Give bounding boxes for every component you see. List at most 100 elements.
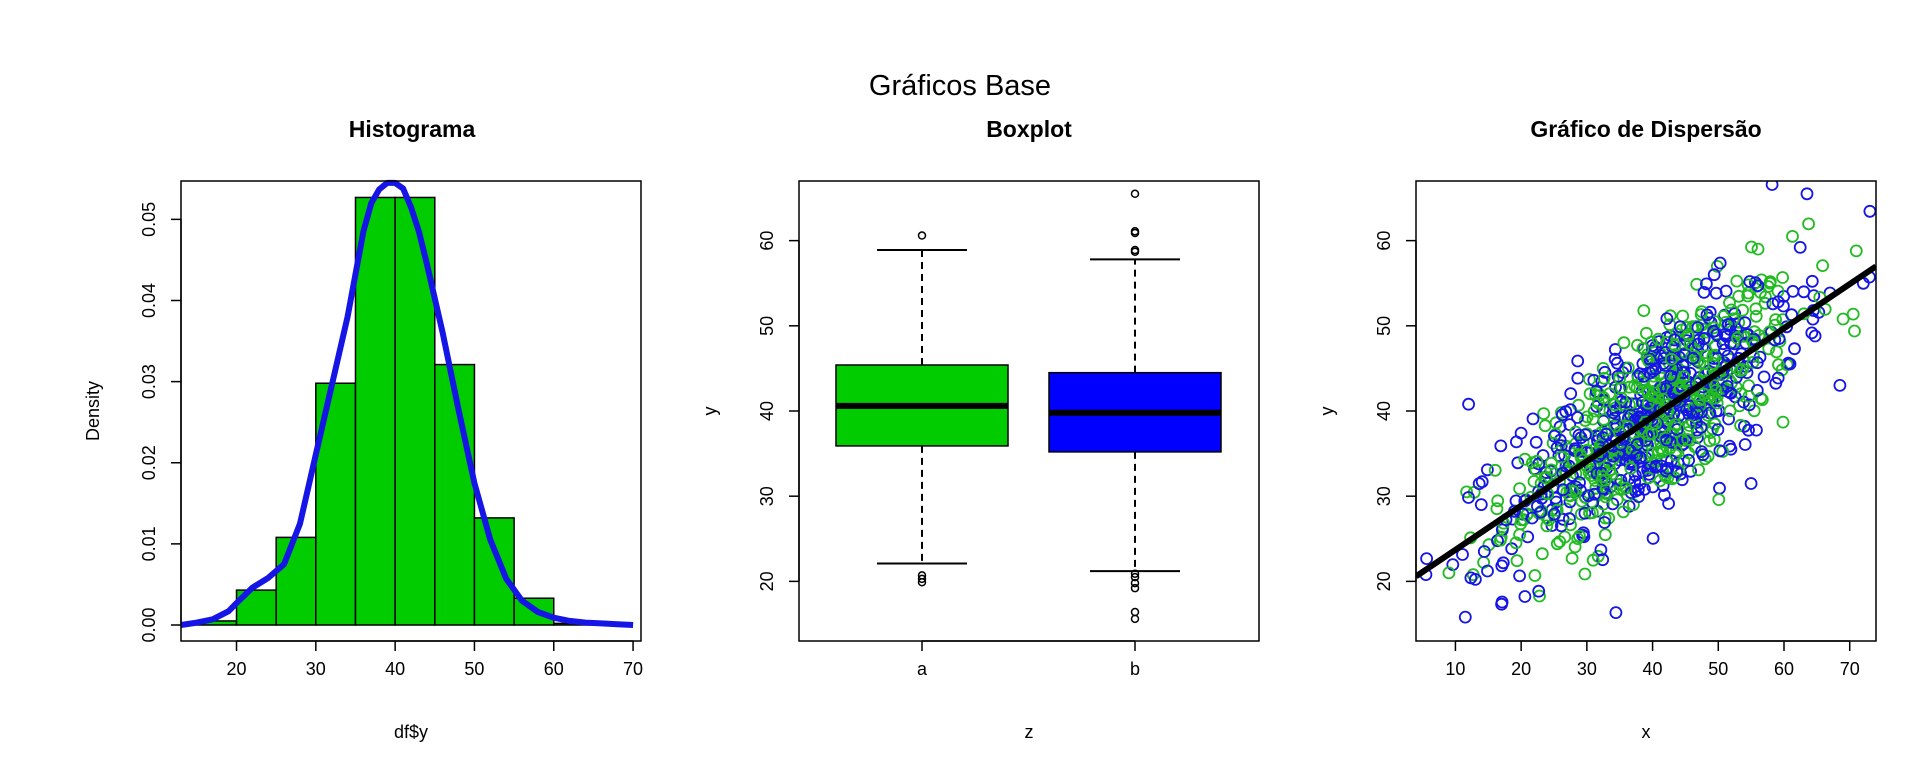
scatter-point-970 — [1564, 387, 1578, 401]
scatter-point-922 — [1721, 349, 1735, 363]
scatter-point-905 — [1556, 483, 1570, 497]
scatter-point-449 — [1481, 463, 1494, 477]
scatter-point-417 — [1532, 584, 1546, 598]
scatter-point-918 — [1707, 356, 1720, 370]
scatter-point-526 — [1462, 397, 1475, 411]
scatter-point-118 — [1510, 554, 1524, 568]
scatter-point-846 — [1642, 467, 1656, 481]
scatter-point-279 — [1713, 481, 1726, 495]
scatter-point-986 — [1709, 383, 1723, 397]
scatter-point-825 — [1690, 416, 1703, 429]
scatter-point-447 — [1709, 286, 1723, 300]
scatter-point-975 — [1649, 362, 1663, 376]
scatter-point-473 — [1458, 610, 1472, 624]
scatter-point-646 — [1749, 302, 1763, 316]
scatter-point-893 — [1565, 552, 1579, 565]
scatter-point-874 — [1805, 274, 1819, 288]
scatter-x-tick-label-5: 60 — [1774, 659, 1794, 679]
scatter-point-819 — [1816, 259, 1829, 273]
density-curve — [180, 179, 634, 628]
scatter-x-tick-label-0: 10 — [1445, 659, 1465, 679]
scatter-point-100 — [1528, 569, 1542, 582]
scatter-point-923 — [1713, 444, 1727, 458]
scatter-point-933 — [1571, 411, 1584, 424]
scatter-point-904 — [1776, 415, 1790, 429]
scatter-point-932 — [1772, 358, 1785, 372]
scatter-point-773 — [1469, 573, 1482, 586]
scatter-point-426 — [1657, 351, 1671, 365]
scatter-point-714 — [1553, 535, 1567, 548]
scatter-point-778 — [1586, 506, 1599, 520]
scatter-point-364 — [1549, 416, 1563, 430]
box-b-outlier-7 — [1130, 578, 1140, 588]
scatter-point-398 — [1529, 435, 1543, 449]
regression-line — [1416, 263, 1876, 579]
scatter-point-789 — [1849, 244, 1863, 258]
scatter-point-256 — [1571, 371, 1585, 385]
scatter-point-612 — [1732, 289, 1746, 303]
scatter-point-155 — [1598, 528, 1612, 542]
scatter-point-999 — [1580, 443, 1594, 457]
scatter-point-588 — [1621, 361, 1635, 375]
scatter-point-981 — [1646, 364, 1660, 378]
scatter-title: Gráfico de Dispersão — [1530, 116, 1761, 142]
scatter-point-1002 — [1686, 351, 1700, 365]
scatter-point-111 — [1738, 438, 1752, 451]
scatter-point-581 — [1573, 529, 1586, 543]
boxplot-y-tick-label-4: 60 — [757, 231, 777, 251]
scatter-point-833 — [1490, 502, 1504, 516]
scatter-point-979 — [1494, 533, 1507, 547]
scatter-point-187 — [1568, 540, 1582, 554]
scatter-y-tick-label-1: 30 — [1374, 486, 1394, 506]
scatter-point-795 — [1750, 383, 1764, 397]
scatter-point-678 — [1535, 673, 1546, 684]
scatter-point-55 — [1757, 370, 1771, 384]
scatter-point-792 — [1749, 309, 1763, 323]
histogram-y-tick-label-4: 0.04 — [139, 283, 159, 318]
scatter-point-599 — [1744, 477, 1758, 490]
scatter-point-179 — [1513, 482, 1526, 496]
scatter-point-72 — [1848, 324, 1861, 338]
box-b-outlier-8 — [1130, 583, 1140, 593]
scatter-point-776 — [1545, 456, 1558, 470]
scatter-point-961 — [1603, 387, 1616, 401]
histogram-x-tick-label-0: 20 — [227, 659, 247, 679]
scatter-point-517 — [1749, 276, 1762, 290]
scatter-point-508 — [1750, 423, 1763, 437]
scatter-point-265 — [1647, 369, 1660, 383]
scatter-point-831 — [1683, 399, 1697, 413]
histogram-y-tick-label-2: 0.02 — [139, 445, 159, 480]
scatter-point-915 — [1681, 328, 1695, 342]
scatter-point-337 — [1495, 559, 1509, 573]
scatter-panel: Gráfico de Dispersão 10 20 30 40 50 60 70 20 30… — [1317, 116, 1877, 742]
scatter-y-label: y — [1317, 407, 1337, 416]
scatter-point-834 — [1705, 388, 1719, 402]
scatter-point-867 — [1649, 460, 1662, 474]
scatter-point-912 — [1742, 389, 1756, 403]
scatter-point-899 — [1637, 369, 1651, 383]
histogram-bar-2 — [275, 536, 317, 626]
scatter-x-tick-label-6: 70 — [1840, 659, 1860, 679]
boxplot-y-axis: 20 30 40 50 60 — [757, 231, 800, 591]
scatter-point-332 — [1513, 569, 1526, 583]
scatter-point-1005 — [1661, 461, 1675, 475]
scatter-y-axis: 20 30 40 50 60 — [1374, 231, 1417, 591]
scatter-x-axis: 10 20 30 40 50 60 70 — [1445, 640, 1860, 679]
scatter-point-749 — [1548, 429, 1561, 443]
scatter-point-164 — [1676, 309, 1690, 323]
scatter-point-880 — [1720, 379, 1734, 393]
scatter-point-817 — [1651, 391, 1665, 405]
scatter-point-764 — [1673, 320, 1687, 334]
scatter-point-736 — [1683, 337, 1697, 351]
scatter-point-829 — [1700, 277, 1713, 291]
histogram-bar-4 — [354, 196, 396, 626]
scatter-point-746 — [1554, 450, 1568, 464]
scatter-point-804 — [1594, 543, 1608, 557]
scatter-point-737 — [1745, 240, 1758, 254]
scatter-point-759 — [1652, 332, 1665, 346]
scatter-point-752 — [1596, 431, 1610, 444]
scatter-point-856 — [1683, 419, 1696, 432]
box-b-outlier-0 — [1130, 189, 1140, 199]
box-b — [1048, 189, 1222, 624]
scatter-point-318 — [1776, 271, 1789, 284]
